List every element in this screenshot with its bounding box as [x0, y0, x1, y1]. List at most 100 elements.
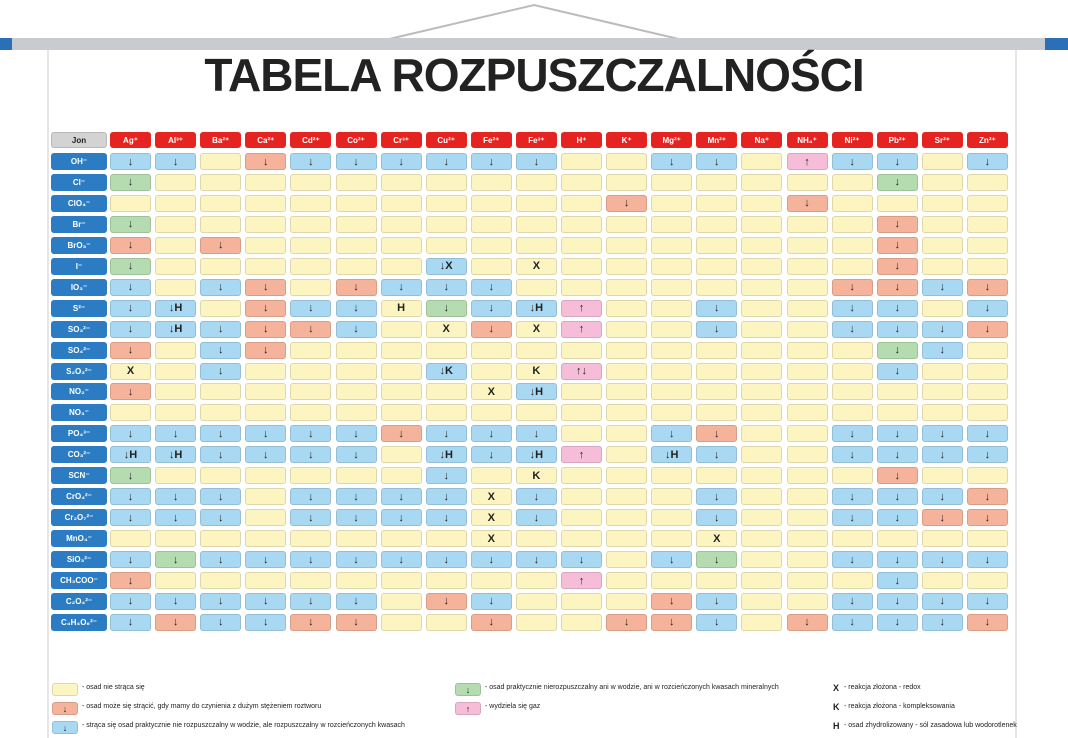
cell: ↓: [470, 320, 512, 338]
cell: [335, 362, 377, 380]
cell: ↓: [155, 551, 197, 569]
cell: ↓: [470, 299, 512, 317]
cell: [966, 572, 1008, 589]
cell: [470, 215, 512, 233]
rod: [0, 38, 1068, 50]
cell: ↓: [335, 446, 377, 464]
cell: [741, 613, 783, 631]
cell: [696, 341, 738, 359]
cation-header: Mn²⁺: [696, 132, 738, 148]
cell: [966, 341, 1008, 359]
cell: ↓: [155, 425, 197, 443]
cell: [155, 278, 197, 296]
cell: ↓: [470, 613, 512, 631]
cell: [786, 551, 828, 569]
cell: [155, 194, 197, 212]
cell: ↓: [200, 509, 242, 527]
cell: [921, 215, 963, 233]
cell: [290, 173, 332, 191]
cell: ↓: [921, 551, 963, 569]
cell: ↓: [876, 153, 918, 170]
cell: ↓: [380, 278, 422, 296]
cell: [380, 215, 422, 233]
cell: ↓: [110, 551, 151, 569]
cell: ↓: [290, 551, 332, 569]
cell: [561, 257, 602, 275]
cell: [606, 215, 648, 233]
cell: ↓: [515, 425, 557, 443]
cell: [696, 236, 738, 254]
cation-header: Mg²⁺: [651, 132, 693, 148]
cell: ↓: [966, 551, 1008, 569]
cell: [561, 215, 602, 233]
cell: ↓: [155, 153, 197, 170]
anion-label: Br⁻: [51, 215, 107, 233]
cell: ↓: [831, 299, 873, 317]
cell: X: [110, 362, 151, 380]
cell: ↓: [966, 278, 1008, 296]
cell: [561, 173, 602, 191]
cell: ↓: [335, 299, 377, 317]
cation-header: Al³⁺: [155, 132, 197, 148]
cell: ↓H: [155, 320, 197, 338]
cell: ↓: [651, 425, 693, 443]
cell: [290, 236, 332, 254]
cell: [741, 362, 783, 380]
cell: ↓: [245, 153, 287, 170]
cell: ↓: [921, 446, 963, 464]
cell: [831, 404, 873, 422]
cell: [425, 236, 467, 254]
cell: [155, 257, 197, 275]
cell: [245, 572, 287, 589]
cell: X: [425, 320, 467, 338]
cell: [921, 530, 963, 548]
cell: [966, 236, 1008, 254]
cell: [741, 467, 783, 485]
cell: [741, 299, 783, 317]
anion-label: S²⁻: [51, 299, 107, 317]
cell: ↓: [155, 509, 197, 527]
note-key: X: [833, 683, 840, 693]
cell: X: [470, 383, 512, 401]
cell: [651, 383, 693, 401]
cell: ↓: [876, 215, 918, 233]
cell: [335, 383, 377, 401]
cell: [741, 194, 783, 212]
cell: [606, 299, 648, 317]
hanger: [384, 3, 684, 41]
cell: [335, 404, 377, 422]
cell: [786, 592, 828, 610]
anion-label: BrO₃⁻: [51, 236, 107, 254]
cell: [741, 530, 783, 548]
cell: ↓: [110, 236, 151, 254]
cell: [831, 173, 873, 191]
cell: [245, 236, 287, 254]
cell: X: [696, 530, 738, 548]
cell: [470, 362, 512, 380]
cell: [155, 467, 197, 485]
cell: ↓: [831, 613, 873, 631]
cell: ↓: [921, 592, 963, 610]
cell: [741, 509, 783, 527]
cell: [245, 362, 287, 380]
cation-header: Ag⁺: [110, 132, 151, 148]
cell: [606, 362, 648, 380]
cation-header: Pb²⁺: [876, 132, 918, 148]
cell: [651, 572, 693, 589]
cell: ↓: [876, 341, 918, 359]
cell: ↓H: [515, 446, 557, 464]
cell: [245, 173, 287, 191]
cell: ↓H: [651, 446, 693, 464]
cell: ↓: [876, 592, 918, 610]
cell: [696, 215, 738, 233]
cell: [606, 467, 648, 485]
cell: ↓: [110, 488, 151, 506]
cell: ↓: [425, 467, 467, 485]
cell: [786, 509, 828, 527]
cell: [921, 194, 963, 212]
cell: ↓: [425, 425, 467, 443]
cell: ↑: [561, 446, 602, 464]
cell: [651, 215, 693, 233]
cell: [290, 194, 332, 212]
anion-label: ClO₄⁻: [51, 194, 107, 212]
